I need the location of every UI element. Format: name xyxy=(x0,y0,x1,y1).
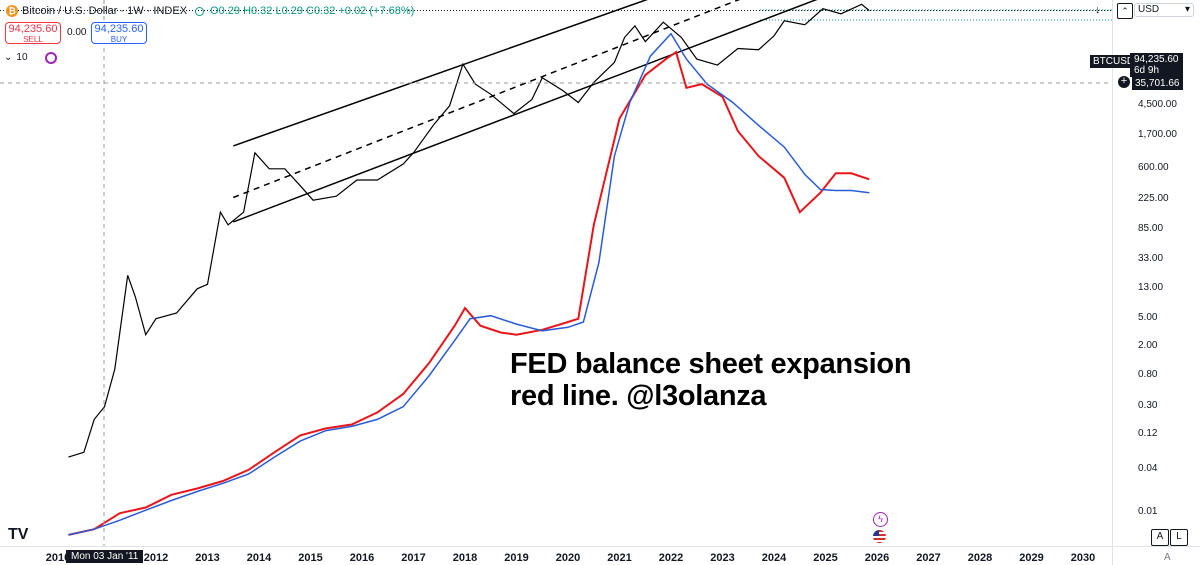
time-tick-label: 2021 xyxy=(607,552,632,564)
price-tick-label: 225.00 xyxy=(1138,192,1169,204)
dotted-reference-lines xyxy=(0,9,1113,21)
price-tick-label: 0.01 xyxy=(1138,506,1158,518)
price-tick-label: 0.80 xyxy=(1138,369,1158,381)
buy-button[interactable]: 94,235.60 BUY xyxy=(91,22,147,44)
price-scale-border xyxy=(1112,0,1113,565)
time-tick-label: 2027 xyxy=(916,552,941,564)
regression-channel xyxy=(233,0,818,223)
buy-price: 94,235.60 xyxy=(94,23,144,35)
time-tick-label: 2014 xyxy=(246,552,272,564)
quantity-control[interactable]: ⌄ 10 xyxy=(4,52,28,63)
market-status-icon xyxy=(195,6,205,16)
time-tick-label: 2028 xyxy=(967,552,993,564)
log-scale-button[interactable]: L xyxy=(1170,529,1188,546)
time-tick-label: 2026 xyxy=(864,552,890,564)
time-tick-label: 2015 xyxy=(298,552,323,564)
us-flag-icon[interactable] xyxy=(873,530,886,543)
time-tick-label: 2010 xyxy=(45,552,71,564)
sell-button[interactable]: 94,235.60 SELL xyxy=(5,22,61,44)
tradingview-logo[interactable]: TV xyxy=(8,526,29,543)
indicator-settings-icon[interactable] xyxy=(45,52,57,64)
time-tick-label: 2030 xyxy=(1070,552,1096,564)
time-tick-label: 2019 xyxy=(504,552,529,564)
lightning-icon[interactable]: ϟ xyxy=(873,512,888,527)
price-tick-label: 2.00 xyxy=(1138,340,1158,352)
chart-annotation[interactable]: FED balance sheet expansion red line. @l… xyxy=(510,348,912,412)
price-tick-label: 4,500.00 xyxy=(1138,98,1177,110)
fed-red-line xyxy=(68,50,870,536)
add-alert-button[interactable]: + xyxy=(1118,76,1130,88)
time-tick-label: 2018 xyxy=(452,552,478,564)
price-tick-label: 5.00 xyxy=(1138,311,1158,323)
chevron-down-icon[interactable]: ⌄ xyxy=(4,52,13,63)
time-scale-border xyxy=(0,546,1200,547)
price-tick-label: 0.04 xyxy=(1138,462,1158,474)
time-tick-label: 2025 xyxy=(813,552,838,564)
chevron-down-icon: ▾ xyxy=(1184,4,1190,15)
channel-upper-line xyxy=(233,0,649,147)
symbol-title[interactable]: Bitcoin / U.S. Dollar · 1W · INDEX xyxy=(22,5,188,17)
channel-lower-line xyxy=(233,0,818,223)
last-price: 94,235.60 xyxy=(1134,54,1179,65)
last-price-tag: 94,235.60 6d 9h xyxy=(1130,53,1183,77)
symbol-tag: BTCUSD xyxy=(1090,55,1138,68)
auto-scale-button[interactable]: A xyxy=(1151,529,1169,546)
plus-icon: + xyxy=(1120,75,1128,87)
sell-price: 94,235.60 xyxy=(8,23,58,35)
settings-letter[interactable]: A xyxy=(1164,552,1171,563)
price-tick-label: 0.12 xyxy=(1138,428,1158,440)
time-tick-label: 2017 xyxy=(401,552,426,564)
fed-blue-line xyxy=(68,32,870,536)
crosshair-date-tag: Mon 03 Jan '11 xyxy=(66,550,144,563)
time-tick-label: 2013 xyxy=(195,552,220,564)
time-tick-label: 2016 xyxy=(349,552,375,564)
bitcoin-icon: ₿ xyxy=(6,5,18,17)
currency-selector[interactable]: USD ▾ xyxy=(1134,3,1194,17)
sell-label: SELL xyxy=(23,35,43,44)
price-tick-label: 1,700.00 xyxy=(1138,129,1177,141)
crosshair-price-tag: 35,701.66 xyxy=(1132,77,1183,90)
price-tick-label: 85.00 xyxy=(1138,223,1164,234)
time-tick-label: 2024 xyxy=(761,552,787,564)
time-tick-label: 2023 xyxy=(710,552,735,564)
time-tick-label: 2022 xyxy=(658,552,684,564)
annotation-line-2: red line. @l3olanza xyxy=(510,380,767,412)
alert-icon[interactable]: ⌃ xyxy=(1117,3,1133,19)
price-tick-label: 33.00 xyxy=(1138,252,1164,264)
time-tick-label: 2029 xyxy=(1019,552,1044,564)
currency-label: USD xyxy=(1138,4,1160,15)
price-tick-label: 13.00 xyxy=(1138,281,1164,293)
channel-middle-line xyxy=(233,0,741,199)
btc-price-line xyxy=(68,3,870,458)
symbol-legend[interactable]: ₿ Bitcoin / U.S. Dollar · 1W · INDEX O0.… xyxy=(6,3,414,19)
bar-countdown: 6d 9h xyxy=(1134,65,1160,76)
scroll-down-icon[interactable]: ↓ xyxy=(1095,4,1101,16)
time-tick-label: 2012 xyxy=(143,552,169,564)
ohlc-values: O0.29 H0.32 L0.29 C0.32 +0.02 (+7.68%) xyxy=(210,5,415,17)
chart-series xyxy=(68,3,870,536)
quantity-value: 10 xyxy=(16,52,28,63)
annotation-line-1: FED balance sheet expansion xyxy=(510,348,912,380)
price-tick-label: 0.30 xyxy=(1138,399,1158,411)
price-tick-label: 600.00 xyxy=(1138,161,1169,173)
buy-label: BUY xyxy=(110,35,128,44)
spread-value: 0.00 xyxy=(67,27,87,38)
time-tick-label: 2020 xyxy=(555,552,581,564)
